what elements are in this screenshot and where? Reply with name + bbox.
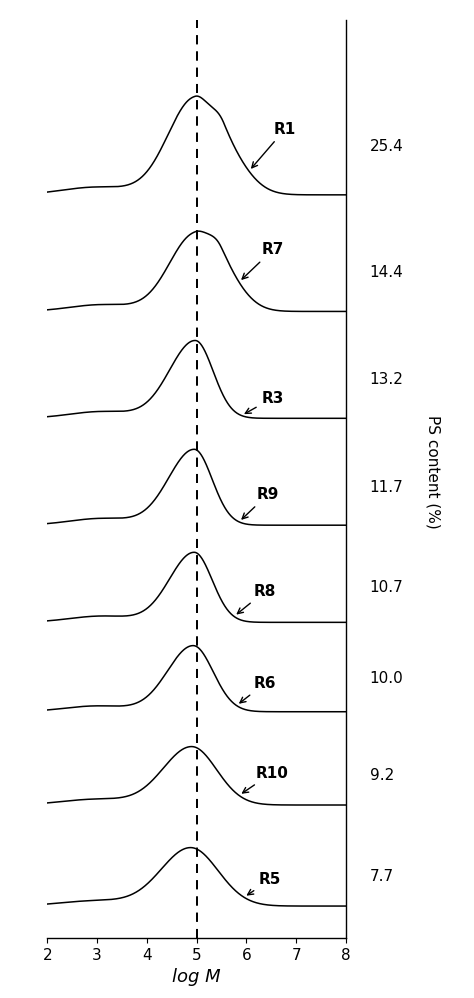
Text: 10.7: 10.7 (370, 580, 403, 595)
Text: 9.2: 9.2 (370, 768, 394, 783)
Text: R5: R5 (247, 872, 281, 895)
Text: 11.7: 11.7 (370, 480, 403, 495)
Text: R8: R8 (237, 584, 276, 614)
Text: 25.4: 25.4 (370, 139, 403, 154)
Text: R9: R9 (242, 487, 279, 519)
Text: R1: R1 (252, 122, 296, 168)
Text: R7: R7 (242, 243, 284, 279)
Text: 14.4: 14.4 (370, 265, 403, 280)
X-axis label: log M: log M (173, 968, 221, 986)
Text: R10: R10 (243, 765, 288, 793)
Text: 7.7: 7.7 (370, 869, 394, 884)
Text: 10.0: 10.0 (370, 672, 403, 687)
Text: R3: R3 (245, 390, 284, 413)
Text: 13.2: 13.2 (370, 372, 403, 387)
Text: R6: R6 (240, 676, 276, 703)
Text: PS content (%): PS content (%) (426, 415, 441, 529)
